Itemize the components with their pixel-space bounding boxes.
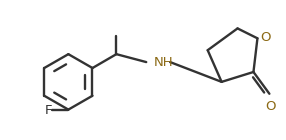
Text: F: F xyxy=(45,104,52,117)
Text: NH: NH xyxy=(154,56,174,69)
Text: O: O xyxy=(261,31,271,44)
Text: O: O xyxy=(265,100,276,113)
